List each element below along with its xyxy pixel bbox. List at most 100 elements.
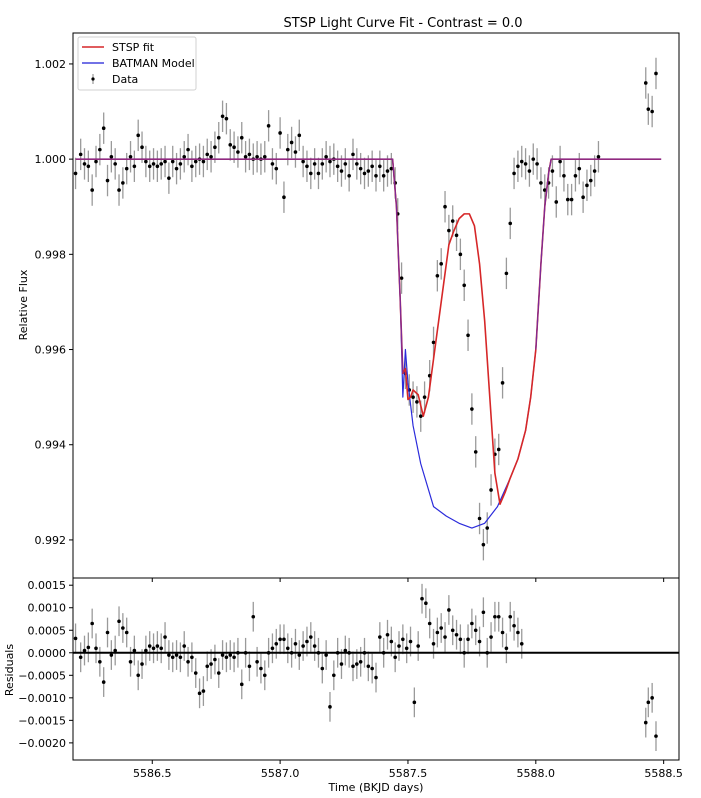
res-data-point-72 [351,664,355,669]
res-data-point-92 [427,621,432,626]
x-axis-label: Time (BKJD days) [328,781,424,794]
main-data-point-91 [422,395,427,399]
res-data-point-64 [320,666,325,671]
main-data-point-28 [182,154,187,159]
main-data-point-74 [358,166,363,171]
res-data-point-5 [94,646,98,651]
main-data-point-58 [297,133,302,138]
res-data-point-53 [278,637,282,642]
res-data-point-111 [500,630,505,635]
res-data-point-87 [408,639,413,644]
main-data-point-54 [282,195,286,200]
main-data-point-98 [450,219,455,223]
main-data-point-36 [213,145,217,150]
legend-stsp-fit-label: STSP fit [112,41,155,54]
res-data-point-9 [109,653,114,657]
main-data-point-124 [550,169,555,173]
res-data-point-27 [178,655,183,660]
res-ytick-label-6: 0.0010 [28,602,67,615]
res-ytick-label-5: 0.0005 [28,624,67,637]
main-data-point-57 [293,150,298,154]
main-ytick-label-1: 0.994 [35,439,67,452]
res-data-point-82 [389,639,394,644]
res-data-point-65 [324,653,328,657]
res-data-point-39 [224,655,229,660]
main-data-point-118 [527,169,532,173]
res-xtick-label-4: 5588.5 [644,767,683,780]
main-data-point-29 [186,147,190,152]
main-data-point-106 [481,542,486,547]
main-data-point-122 [542,188,547,192]
res-ytick-label-0: −0.0020 [18,737,66,750]
main-ytick-label-5: 1.002 [35,58,67,71]
main-data-point-35 [209,154,213,159]
main-data-point-13 [124,166,129,171]
residual-y-label: Residuals [3,644,16,696]
legend: STSP fit BATMAN Model Data [77,36,197,91]
main-data-point-50 [266,124,271,128]
res-data-point-16 [136,673,141,678]
main-ytick-label-3: 0.998 [35,248,67,261]
chart-title: STSP Light Curve Fit - Contrast = 0.0 [283,16,522,31]
main-data-point-25 [170,159,175,164]
res-data-point-2 [82,648,87,653]
main-data-point-73 [355,162,359,166]
res-data-point-77 [370,666,374,671]
res-data-point-120 [654,734,658,738]
residual-plot: −0.0020 −0.0015 −0.0010 −0.0005 0.0000 0.0005… [3,577,683,794]
main-data-point-77 [370,164,374,169]
res-data-point-117 [643,720,648,725]
res-data-point-81 [385,632,390,637]
res-data-point-32 [197,691,202,696]
main-data-point-82 [389,166,394,171]
res-ytick-label-7: 0.0015 [28,579,67,592]
main-data-point-103 [470,407,474,411]
main-data-point-125 [554,200,559,204]
main-data-point-100 [458,252,463,257]
res-data-point-12 [121,626,125,630]
res-data-point-116 [519,641,524,646]
res-data-point-100 [458,637,463,642]
main-data-point-34 [205,152,210,157]
res-data-point-23 [163,635,167,639]
main-data-point-43 [239,135,244,140]
main-data-point-132 [581,195,585,200]
main-data-point-110 [496,447,501,452]
main-data-point-79 [378,164,382,169]
res-data-point-61 [308,635,313,639]
main-data-point-72 [351,152,355,157]
res-data-point-115 [516,630,520,635]
res-data-point-22 [159,646,164,651]
main-data-point-11 [117,188,121,192]
main-data-point-7 [101,126,106,130]
main-data-point-26 [174,166,179,171]
res-data-point-112 [504,646,509,651]
main-data-point-130 [573,173,578,178]
res-data-point-94 [435,630,440,635]
main-data-point-65 [324,154,328,159]
main-data-point-75 [362,171,367,176]
main-data-point-41 [232,145,236,150]
main-ytick-label-4: 1.000 [35,153,67,166]
main-data-point-111 [500,381,505,385]
res-data-point-43 [239,682,244,687]
main-data-point-85 [399,276,404,280]
main-data-point-1 [78,152,83,157]
main-data-point-21 [155,164,160,169]
main-data-point-38 [220,114,225,119]
main-data-point-8 [105,178,110,183]
res-data-point-86 [404,646,409,651]
res-data-point-33 [201,689,206,693]
res-data-point-1 [78,655,83,660]
res-ytick-label-3: −0.0005 [18,669,66,682]
main-data-point-88 [411,395,415,399]
main-data-point-112 [504,271,509,276]
main-data-point-101 [462,283,467,288]
res-data-point-21 [155,644,160,648]
res-data-point-15 [132,648,137,653]
res-data-point-118 [646,700,651,705]
main-data-point-61 [308,171,313,176]
res-data-point-11 [117,619,121,624]
legend-batman-label: BATMAN Model [112,57,195,70]
main-data-point-94 [435,273,440,278]
